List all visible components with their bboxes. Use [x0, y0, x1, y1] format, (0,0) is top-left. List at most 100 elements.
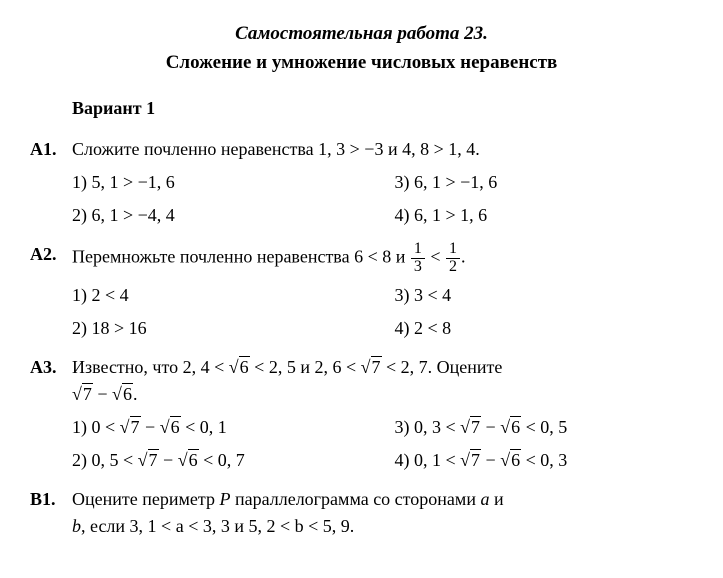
- task-a1-prompt: Сложите почленно неравенства 1, 3 > −3 и…: [72, 136, 693, 163]
- task-a2-prompt: Перемножьте почленно неравенства 6 < 8 и…: [72, 241, 693, 276]
- a2-frac2: 12: [446, 241, 460, 276]
- a2-frac2-num: 1: [446, 241, 460, 259]
- task-a2-options: 1) 2 < 4 3) 3 < 4 2) 18 > 16 4) 2 < 8: [72, 282, 693, 342]
- task-b1-body: Оцените периметр P параллелограмма со ст…: [72, 486, 693, 546]
- a3-o3-mid: −: [481, 417, 500, 437]
- a3-o2-sqrt7-rad: 7: [148, 449, 159, 470]
- a3-sqrt7-1: √7: [361, 356, 382, 377]
- a3-pprefix: Известно, что: [72, 357, 183, 377]
- task-b1: В1. Оцените периметр P параллелограмма с…: [30, 486, 693, 546]
- b1-P: P: [219, 489, 230, 509]
- worksheet-title: Самостоятельная работа 23.: [30, 20, 693, 49]
- a2-opt-4: 4) 2 < 8: [395, 315, 694, 342]
- task-a3-label: А3.: [30, 354, 72, 474]
- a3-o1-sqrt7: √7: [120, 416, 141, 437]
- a2-frac1: 13: [411, 241, 425, 276]
- task-a2-label: А2.: [30, 241, 72, 342]
- a3-o2-sqrt6: √6: [178, 449, 199, 470]
- a1-ineq1: 1, 3 > −3: [318, 139, 383, 159]
- a3-pa: 2, 4 <: [183, 357, 229, 377]
- task-a2-body: Перемножьте почленно неравенства 6 < 8 и…: [72, 241, 693, 342]
- a3-period: .: [133, 384, 138, 404]
- a3-o1-sqrt6-rad: 6: [170, 416, 181, 437]
- task-b1-label: В1.: [30, 486, 72, 546]
- a2-frac2-den: 2: [446, 259, 460, 276]
- task-a3-options: 1) 0 < √7 − √6 < 0, 1 3) 0, 3 < √7 − √6 …: [72, 414, 693, 474]
- a3-o4-sqrt6-rad: 6: [510, 449, 521, 470]
- worksheet-subtitle: Сложение и умножение числовых неравенств: [30, 49, 693, 78]
- task-b1-prompt: Оцените периметр P параллелограмма со ст…: [72, 486, 693, 540]
- b1-ineq-a: 3, 1 < a < 3, 3: [130, 516, 230, 536]
- b1-line1b: параллелограмма со сторонами: [230, 489, 480, 509]
- a3-estimate: Оцените: [432, 357, 502, 377]
- a3-o4a: 4) 0, 1 <: [395, 450, 461, 470]
- a3-expr-sqrt7: √7: [72, 383, 93, 404]
- variant-heading: Вариант 1: [72, 95, 693, 122]
- a3-expr-mid: −: [93, 384, 112, 404]
- a1-opt-3: 3) 6, 1 > −1, 6: [395, 169, 694, 196]
- a2-lt: <: [426, 246, 445, 266]
- b1-line2: b, если 3, 1 < a < 3, 3 и 5, 2 < b < 5, …: [72, 513, 693, 540]
- a3-prompt-cont: √7 − √6.: [72, 381, 693, 408]
- a2-opt-3: 3) 3 < 4: [395, 282, 694, 309]
- a1-joiner: и: [383, 139, 402, 159]
- a1-opt-4: 4) 6, 1 > 1, 6: [395, 202, 694, 229]
- a3-o4-mid: −: [481, 450, 500, 470]
- a3-expr-sqrt7-rad: 7: [82, 383, 93, 404]
- a3-o1-sqrt6: √6: [160, 416, 181, 437]
- a3-o3-sqrt7-rad: 7: [470, 416, 481, 437]
- b1-line1a: Оцените периметр: [72, 489, 219, 509]
- a3-o1-sqrt7-rad: 7: [130, 416, 141, 437]
- a2-prompt-prefix: Перемножьте почленно неравенства: [72, 246, 354, 266]
- a3-o3-sqrt6-rad: 6: [510, 416, 521, 437]
- a1-opt-2: 2) 6, 1 > −4, 4: [72, 202, 371, 229]
- a3-opt-2: 2) 0, 5 < √7 − √6 < 0, 7: [72, 447, 371, 474]
- b1-joiner: и: [230, 516, 249, 536]
- a2-opt-2: 2) 18 > 16: [72, 315, 371, 342]
- a3-sqrt7-1-rad: 7: [371, 356, 382, 377]
- a3-o3-sqrt6: √6: [500, 416, 521, 437]
- b1-line1c: и: [489, 489, 503, 509]
- a3-o1b: < 0, 1: [181, 417, 227, 437]
- a2-ineq1: 6 < 8: [354, 246, 391, 266]
- task-a1-label: А1.: [30, 136, 72, 229]
- a3-o4-sqrt7: √7: [460, 449, 481, 470]
- task-a3-body: Известно, что 2, 4 < √6 < 2, 5 и 2, 6 < …: [72, 354, 693, 474]
- a3-opt-1: 1) 0 < √7 − √6 < 0, 1: [72, 414, 371, 441]
- a3-sqrt6-1-rad: 6: [239, 356, 250, 377]
- a3-o2-sqrt6-rad: 6: [188, 449, 199, 470]
- a3-pd: < 2, 7.: [382, 357, 433, 377]
- a3-o4b: < 0, 3: [521, 450, 567, 470]
- a3-o2-mid: −: [159, 450, 178, 470]
- a3-o2b: < 0, 7: [199, 450, 245, 470]
- a3-o2-sqrt7: √7: [138, 449, 159, 470]
- a3-o1a: 1) 0 <: [72, 417, 120, 437]
- a1-ineq2: 4, 8 > 1, 4.: [402, 139, 480, 159]
- a3-o3b: < 0, 5: [521, 417, 567, 437]
- a3-joiner: и: [296, 357, 315, 377]
- a1-opt-1: 1) 5, 1 > −1, 6: [72, 169, 371, 196]
- a3-o4-sqrt6: √6: [500, 449, 521, 470]
- a1-prompt-prefix: Сложите почленно неравенства: [72, 139, 318, 159]
- task-a2: А2. Перемножьте почленно неравенства 6 <…: [30, 241, 693, 342]
- task-a1-body: Сложите почленно неравенства 1, 3 > −3 и…: [72, 136, 693, 229]
- task-a3-prompt: Известно, что 2, 4 < √6 < 2, 5 и 2, 6 < …: [72, 354, 693, 408]
- a3-expr-sqrt6-rad: 6: [122, 383, 133, 404]
- a3-opt-4: 4) 0, 1 < √7 − √6 < 0, 3: [395, 447, 694, 474]
- b1-ineq-b: 5, 2 < b < 5, 9.: [248, 516, 354, 536]
- a2-frac1-num: 1: [411, 241, 425, 259]
- b1-line2b: , если: [81, 516, 130, 536]
- b1-b: b: [72, 516, 81, 536]
- task-a3: А3. Известно, что 2, 4 < √6 < 2, 5 и 2, …: [30, 354, 693, 474]
- a2-opt-1: 1) 2 < 4: [72, 282, 371, 309]
- a3-o3-sqrt7: √7: [460, 416, 481, 437]
- a2-frac1-den: 3: [411, 259, 425, 276]
- a3-opt-3: 3) 0, 3 < √7 − √6 < 0, 5: [395, 414, 694, 441]
- a3-o4-sqrt7-rad: 7: [470, 449, 481, 470]
- a3-sqrt6-1: √6: [229, 356, 250, 377]
- a2-period: .: [461, 246, 466, 266]
- a3-o2a: 2) 0, 5 <: [72, 450, 138, 470]
- a3-pb: < 2, 5: [250, 357, 296, 377]
- task-a1-options: 1) 5, 1 > −1, 6 3) 6, 1 > −1, 6 2) 6, 1 …: [72, 169, 693, 229]
- a3-pc: 2, 6 <: [314, 357, 360, 377]
